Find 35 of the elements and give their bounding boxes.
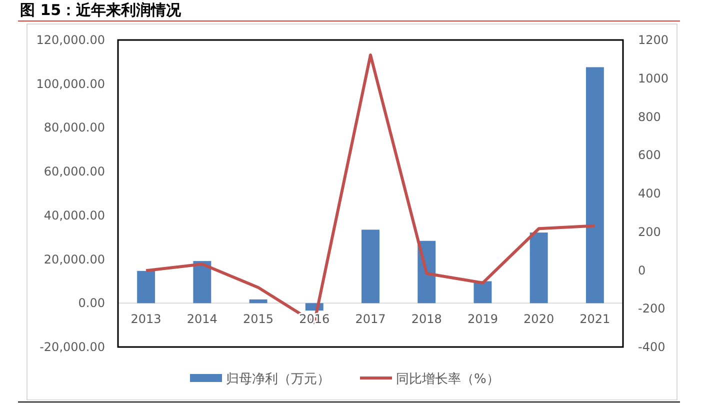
x-tick-label: 2017 bbox=[355, 312, 386, 326]
y2-tick-label: 400 bbox=[638, 186, 661, 200]
x-tick-label: 2020 bbox=[524, 312, 554, 326]
y2-tick-label: 200 bbox=[638, 224, 661, 239]
x-tick-label: 2013 bbox=[130, 312, 162, 326]
bar bbox=[586, 67, 604, 304]
y2-tick-label: -200 bbox=[638, 302, 666, 316]
bar bbox=[362, 230, 380, 304]
y2-tick-label: 600 bbox=[638, 148, 661, 162]
bar bbox=[474, 281, 492, 304]
y-tick-label: 100,000.00 bbox=[36, 76, 105, 91]
y-tick-label: 20,000.00 bbox=[44, 252, 105, 266]
y2-tick-label: 0 bbox=[638, 263, 646, 278]
y-tick-label: -20,000.00 bbox=[40, 340, 105, 354]
legend-label: 归母净利（万元） bbox=[226, 372, 330, 387]
x-tick-label: 2018 bbox=[411, 312, 442, 326]
y-tick-label: 120,000.00 bbox=[36, 33, 105, 47]
bar bbox=[530, 232, 548, 304]
bar bbox=[137, 270, 156, 304]
y-tick-label: 60,000.00 bbox=[44, 164, 105, 179]
x-tick-label: 2021 bbox=[580, 312, 610, 326]
y2-tick-label: 1200 bbox=[638, 33, 669, 47]
y2-tick-label: 1000 bbox=[638, 71, 669, 86]
legend-label: 同比增长率（%） bbox=[396, 371, 500, 387]
y2-tick-label: -400 bbox=[638, 340, 666, 354]
y-tick-label: 80,000.00 bbox=[44, 120, 105, 135]
x-tick-label: 2014 bbox=[186, 312, 218, 326]
bar bbox=[193, 261, 212, 304]
y-tick-label: 0.00 bbox=[78, 296, 105, 310]
chart-title: 图 15：近年来利润情况 bbox=[20, 1, 182, 19]
x-tick-label: 2015 bbox=[243, 312, 274, 326]
x-tick-label: 2019 bbox=[467, 312, 498, 326]
y-tick-label: 40,000.00 bbox=[44, 208, 105, 222]
y2-tick-label: 800 bbox=[638, 110, 661, 124]
bar bbox=[249, 299, 268, 304]
